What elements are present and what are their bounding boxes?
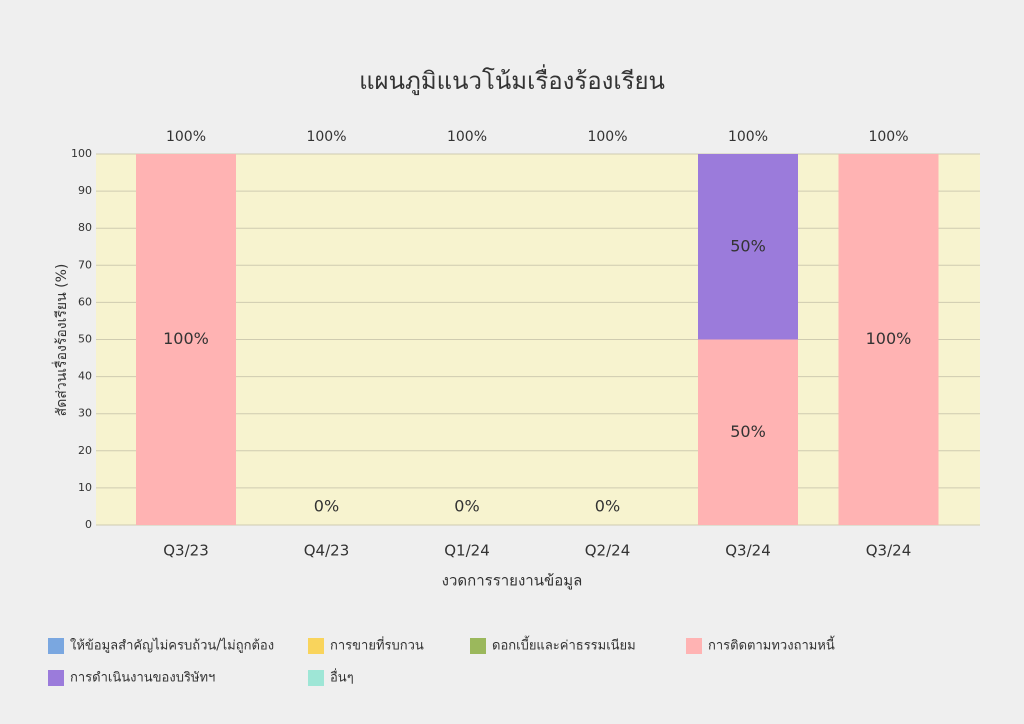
x-tick-label: Q1/24 xyxy=(444,542,490,560)
legend-swatch xyxy=(48,638,64,654)
total-label: 100% xyxy=(587,129,627,145)
y-tick-label: 30 xyxy=(78,407,92,420)
y-tick-label: 80 xyxy=(78,221,92,234)
legend-label: ดอกเบี้ยและค่าธรรมเนียม xyxy=(492,636,636,654)
total-label: 100% xyxy=(166,129,206,145)
y-tick-label: 90 xyxy=(78,184,92,197)
x-tick-label: Q2/24 xyxy=(585,542,631,560)
bar-segment xyxy=(136,154,236,525)
total-label: 100% xyxy=(868,129,908,145)
x-tick-label: Q4/23 xyxy=(304,542,350,560)
y-tick-label: 50 xyxy=(78,333,92,346)
total-label: 100% xyxy=(728,129,768,145)
x-tick-label: Q3/24 xyxy=(866,542,912,560)
y-tick-label: 20 xyxy=(78,444,92,457)
legend-swatch xyxy=(470,638,486,654)
data-label: 100% xyxy=(163,329,209,348)
x-tick-label: Q3/24 xyxy=(725,542,771,560)
legend-label: การติดตามทวงถามหนี้ xyxy=(708,636,835,654)
legend-label: ให้ข้อมูลสำคัญไม่ครบถ้วน/ไม่ถูกต้อง xyxy=(70,638,274,654)
y-tick-label: 60 xyxy=(78,295,92,308)
data-label: 100% xyxy=(866,329,912,348)
bar-segment xyxy=(698,154,798,340)
data-label: 0% xyxy=(314,497,339,516)
y-tick-label: 70 xyxy=(78,258,92,271)
bar-segment xyxy=(698,339,798,525)
legend-swatch xyxy=(686,638,702,654)
legend-label: การขายที่รบกวน xyxy=(330,637,424,654)
y-tick-label: 40 xyxy=(78,370,92,383)
data-label: 0% xyxy=(595,497,620,516)
legend-label: อื่นๆ xyxy=(330,669,354,686)
legend-label: การดำเนินงานของบริษัทฯ xyxy=(70,671,215,686)
y-tick-label: 10 xyxy=(78,481,92,494)
chart-title: แผนภูมิแนวโน้มเรื่องร้องเรียน xyxy=(359,64,665,96)
total-label: 100% xyxy=(447,129,487,145)
x-tick-label: Q3/23 xyxy=(163,542,209,560)
legend-swatch xyxy=(48,670,64,686)
legend-swatch xyxy=(308,638,324,654)
bar-segment xyxy=(838,154,939,525)
data-label: 50% xyxy=(730,422,766,441)
data-label: 0% xyxy=(454,497,479,516)
y-axis-label: สัดส่วนเรื่องร้องเรียน (%) xyxy=(52,264,70,417)
legend-swatch xyxy=(308,670,324,686)
y-tick-label: 100 xyxy=(71,147,92,160)
x-axis-label: งวดการรายงานข้อมูล xyxy=(442,572,583,590)
y-tick-label: 0 xyxy=(85,518,92,531)
total-label: 100% xyxy=(306,129,346,145)
data-label: 50% xyxy=(730,236,766,255)
